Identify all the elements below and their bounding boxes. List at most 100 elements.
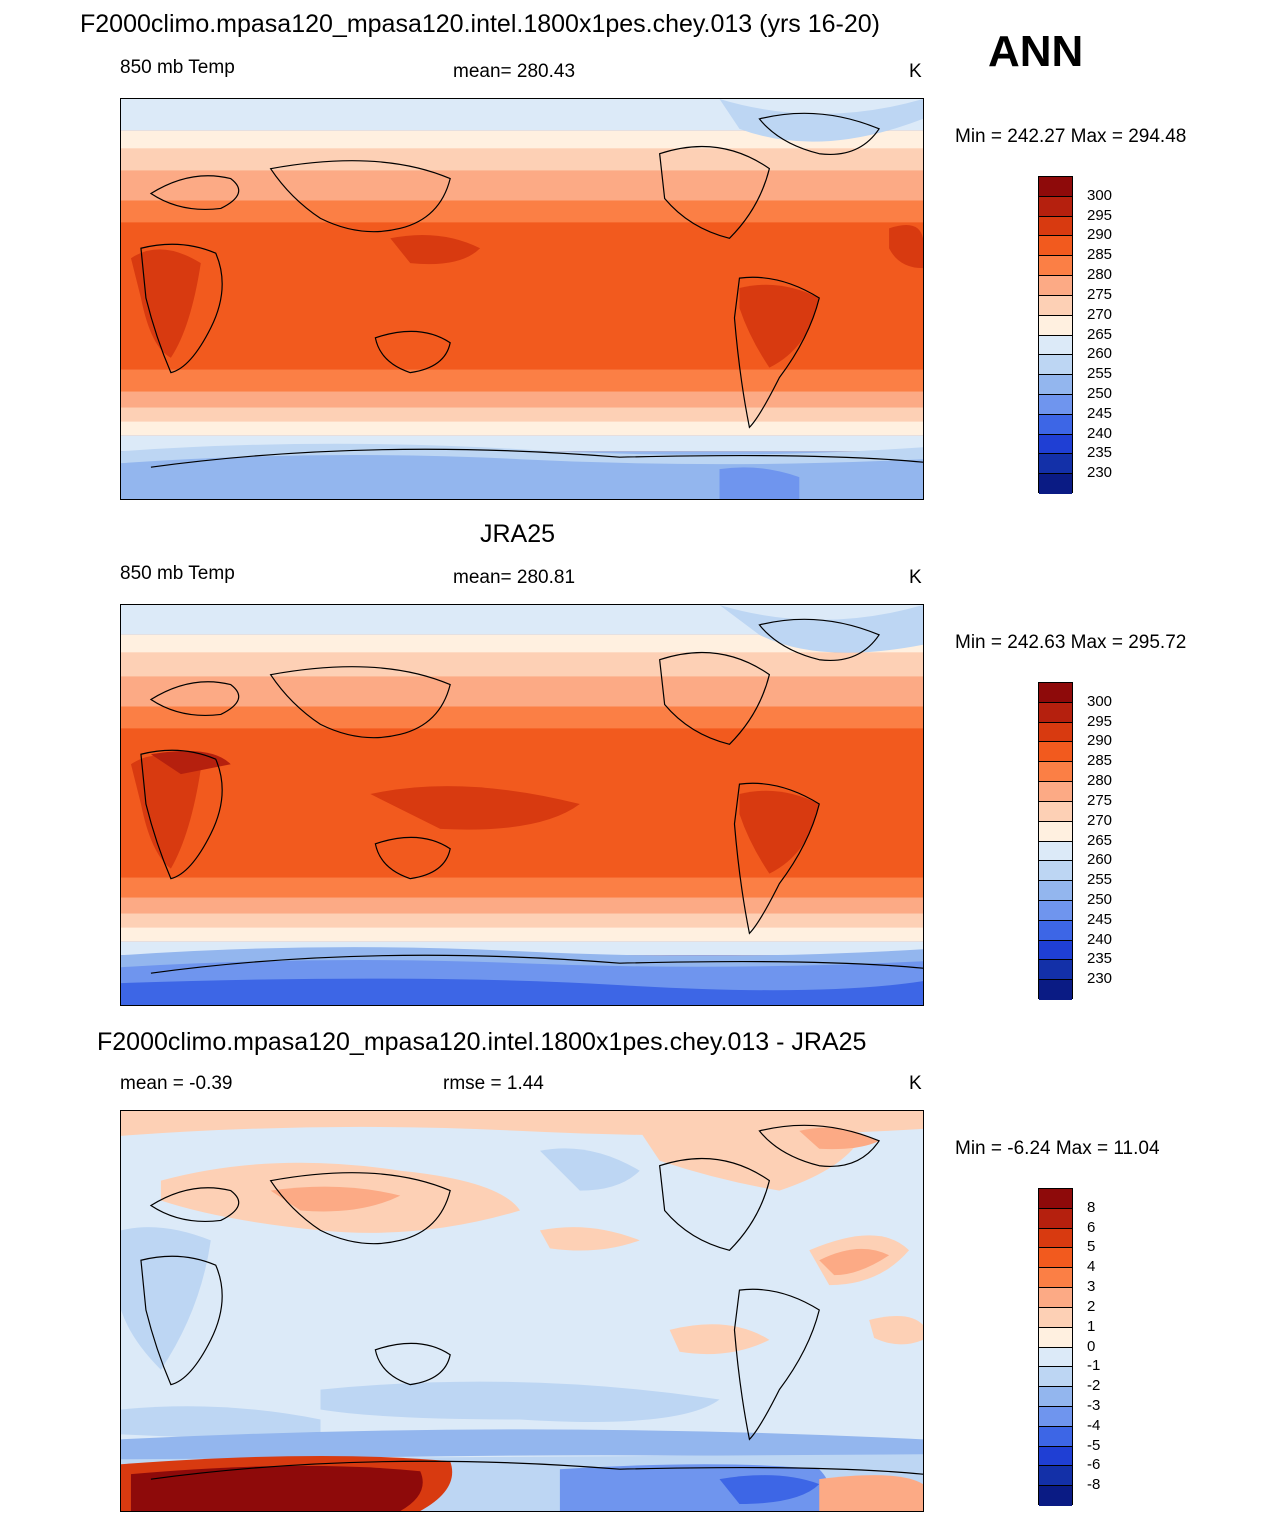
colorbar-swatch [1039,474,1072,494]
colorbar-label: 290 [1087,732,1113,750]
colorbar-swatch [1039,1288,1072,1308]
colorbar-swatch [1039,1367,1072,1388]
colorbar-swatch [1039,1268,1072,1289]
panel1-left-label: 850 mb Temp [120,57,235,78]
colorbar-swatch [1039,920,1072,941]
colorbar-label: -8 [1087,1476,1101,1494]
colorbar-label: 245 [1087,910,1113,928]
panel1-units: K [909,61,922,82]
colorbar-swatch [1039,177,1072,197]
colorbar-label: 2 [1087,1297,1096,1315]
panel1-colorbar-swatches [1039,177,1072,494]
panel3-left-label: mean = -0.39 [120,1073,233,1094]
panel3-units: K [909,1073,922,1094]
panel2-map-svg [121,605,923,1005]
colorbar-swatch [1039,841,1072,862]
colorbar-swatch [1039,276,1072,296]
colorbar-swatch [1039,762,1072,783]
panel3-title: F2000climo.mpasa120_mpasa120.intel.1800x… [97,1028,867,1056]
colorbar-swatch [1039,1307,1072,1328]
colorbar-label: 1 [1087,1317,1096,1335]
colorbar-swatch [1039,861,1072,882]
colorbar-label: 235 [1087,444,1113,462]
colorbar-swatch [1039,722,1072,743]
panel2-units: K [909,567,922,588]
colorbar-label: 295 [1087,712,1113,730]
panel3-colorbar [1038,1188,1073,1506]
colorbar-label: 275 [1087,791,1113,809]
colorbar-label: 290 [1087,226,1113,244]
colorbar-label: 300 [1087,692,1113,710]
colorbar-label: 4 [1087,1258,1096,1276]
panel1-center-label: mean= 280.43 [453,61,576,82]
colorbar-swatch [1039,1446,1072,1467]
colorbar-label: 250 [1087,384,1113,402]
colorbar-label: 265 [1087,325,1113,343]
panel1-map-svg [121,99,923,499]
season-label: ANN [988,27,1084,76]
colorbar-swatch [1039,216,1072,237]
colorbar-swatch [1039,454,1072,475]
colorbar-swatch [1039,236,1072,257]
colorbar-label: 265 [1087,831,1113,849]
colorbar-swatch [1039,295,1072,316]
colorbar-swatch [1039,414,1072,435]
colorbar-swatch [1039,1466,1072,1487]
colorbar-swatch [1039,801,1072,822]
colorbar-swatch [1039,196,1072,217]
colorbar-label: -3 [1087,1396,1101,1414]
colorbar-label: 230 [1087,970,1113,988]
colorbar-label: 250 [1087,890,1113,908]
colorbar-label: 0 [1087,1337,1096,1355]
panel2-left-label: 850 mb Temp [120,563,235,584]
colorbar-swatch [1039,1228,1072,1249]
panel2-colorbar [1038,682,1073,1000]
colorbar-label: 270 [1087,305,1113,323]
colorbar-label: 255 [1087,871,1113,889]
colorbar-swatch [1039,742,1072,763]
colorbar-swatch [1039,1426,1072,1447]
panel1-title: F2000climo.mpasa120_mpasa120.intel.1800x… [80,10,881,38]
colorbar-swatch [1039,1387,1072,1407]
colorbar-swatch [1039,394,1072,415]
colorbar-swatch [1039,375,1072,395]
panel3-map [120,1110,924,1512]
panel2-colorbar-swatches [1039,683,1072,1000]
colorbar-label: -4 [1087,1416,1101,1434]
colorbar-label: -5 [1087,1436,1101,1454]
colorbar-swatch [1039,434,1072,455]
colorbar-label: -1 [1087,1357,1101,1375]
panel3-colorbar-swatches [1039,1189,1072,1506]
colorbar-swatch [1039,782,1072,802]
colorbar-label: 6 [1087,1218,1096,1236]
colorbar-swatch [1039,1248,1072,1269]
colorbar-label: 3 [1087,1278,1096,1296]
panel1-colorbar [1038,176,1073,494]
colorbar-label: 8 [1087,1198,1096,1216]
colorbar-label: 245 [1087,404,1113,422]
colorbar-swatch [1039,702,1072,723]
colorbar-swatch [1039,940,1072,961]
panel3-minmax: Min = -6.24 Max = 11.04 [955,1138,1160,1159]
colorbar-swatch [1039,1486,1072,1506]
colorbar-label: 235 [1087,950,1113,968]
colorbar-swatch [1039,315,1072,336]
colorbar-swatch [1039,1208,1072,1229]
panel2-title: JRA25 [480,520,556,548]
colorbar-label: 295 [1087,206,1113,224]
colorbar-swatch [1039,335,1072,356]
colorbar-swatch [1039,821,1072,842]
panel3-center-label: rmse = 1.44 [443,1073,544,1094]
panel1-map [120,98,924,500]
colorbar-swatch [1039,683,1072,703]
colorbar-label: -2 [1087,1377,1101,1395]
colorbar-label: 240 [1087,930,1113,948]
colorbar-label: 275 [1087,285,1113,303]
colorbar-swatch [1039,256,1072,277]
panel2-minmax: Min = 242.63 Max = 295.72 [955,632,1187,653]
colorbar-swatch [1039,355,1072,376]
colorbar-label: 285 [1087,752,1113,770]
colorbar-label: 285 [1087,246,1113,264]
colorbar-swatch [1039,1189,1072,1209]
colorbar-label: -6 [1087,1456,1101,1474]
